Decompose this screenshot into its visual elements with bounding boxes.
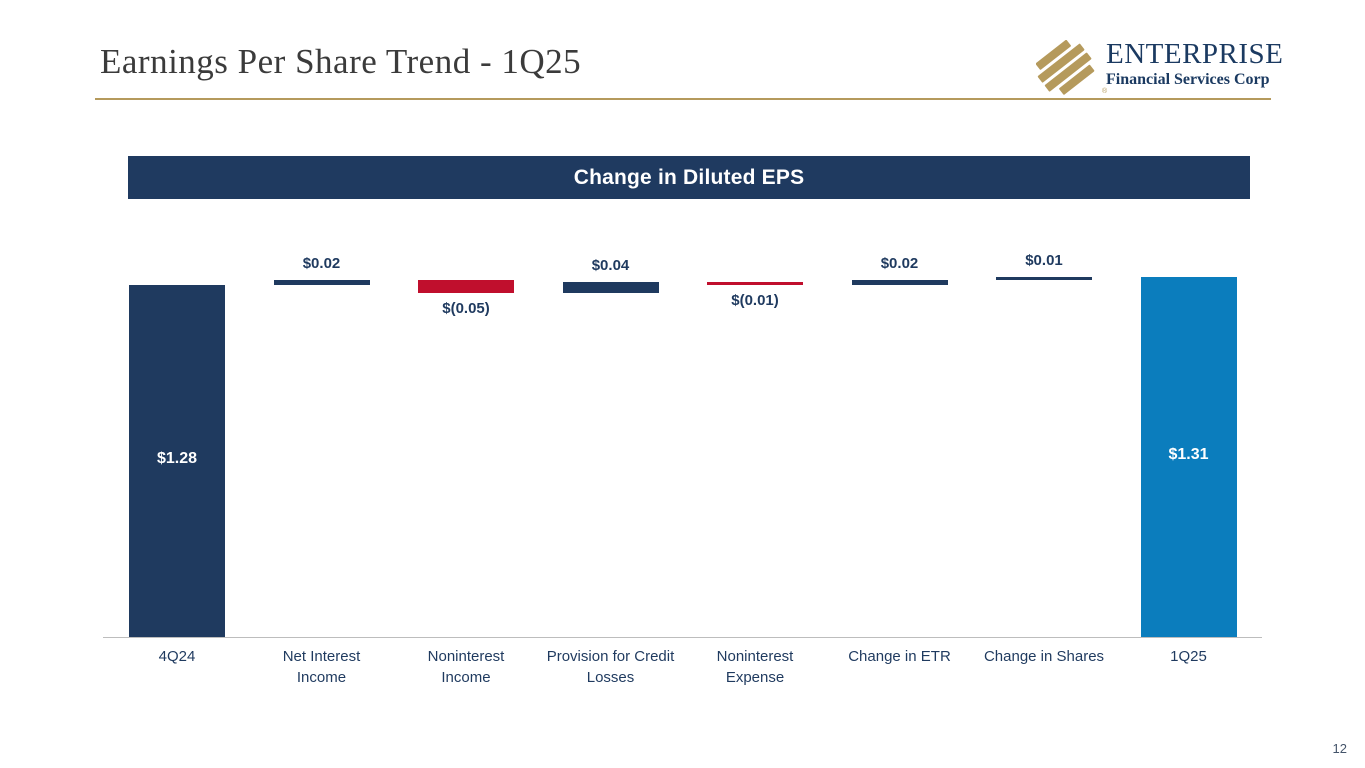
page-number: 12 <box>1332 741 1347 756</box>
waterfall-bar-total <box>1140 276 1237 637</box>
bar-value-label-total: $1.31 <box>1168 445 1209 463</box>
x-axis-category-label: Net Interest Income <box>282 648 361 686</box>
x-axis-category-label: 4Q24 <box>158 648 196 665</box>
bar-value-label: $0.02 <box>880 254 919 272</box>
waterfall-bar-decrease <box>418 279 514 294</box>
waterfall-bar-increase <box>273 279 370 285</box>
x-axis-category-label: Provision for Credit Losses <box>546 648 675 686</box>
logo-text: ENTERPRISE Financial Services Corp <box>1106 40 1283 88</box>
waterfall-bar-increase <box>562 282 659 294</box>
x-axis-category-label: Noninterest Income <box>427 648 505 686</box>
x-axis-category-label: 1Q25 <box>1170 648 1207 665</box>
bar-value-label: $0.04 <box>591 257 630 275</box>
x-axis-line <box>103 637 1262 638</box>
bar-value-label: $(0.01) <box>731 292 779 310</box>
bar-value-label: $0.02 <box>302 254 341 272</box>
registered-mark: ® <box>1102 88 1108 95</box>
bar-value-label-total: $1.28 <box>156 450 198 467</box>
x-axis-category-label: Noninterest Expense <box>716 648 794 686</box>
waterfall-bar-increase <box>851 279 948 285</box>
page-title: Earnings Per Share Trend - 1Q25 <box>100 42 582 81</box>
waterfall-bar-increase <box>996 276 1092 280</box>
logo-company-subtitle: Financial Services Corp <box>1106 71 1270 88</box>
logo-company-name: ENTERPRISE <box>1106 38 1284 70</box>
logo-stripes-icon <box>1036 40 1095 95</box>
company-logo: ® ENTERPRISE Financial Services Corp <box>1036 40 1283 100</box>
bar-value-label: $(0.05) <box>442 300 490 318</box>
x-axis-category-label: Change in Shares <box>983 648 1105 665</box>
bar-value-label: $0.01 <box>1025 251 1063 269</box>
waterfall-bar-decrease <box>707 282 803 286</box>
chart-title-band: Change in Diluted EPS <box>128 156 1250 199</box>
waterfall-bar-total <box>129 285 225 637</box>
x-axis-category-label: Change in ETR <box>848 648 951 665</box>
title-underline <box>95 98 1271 100</box>
